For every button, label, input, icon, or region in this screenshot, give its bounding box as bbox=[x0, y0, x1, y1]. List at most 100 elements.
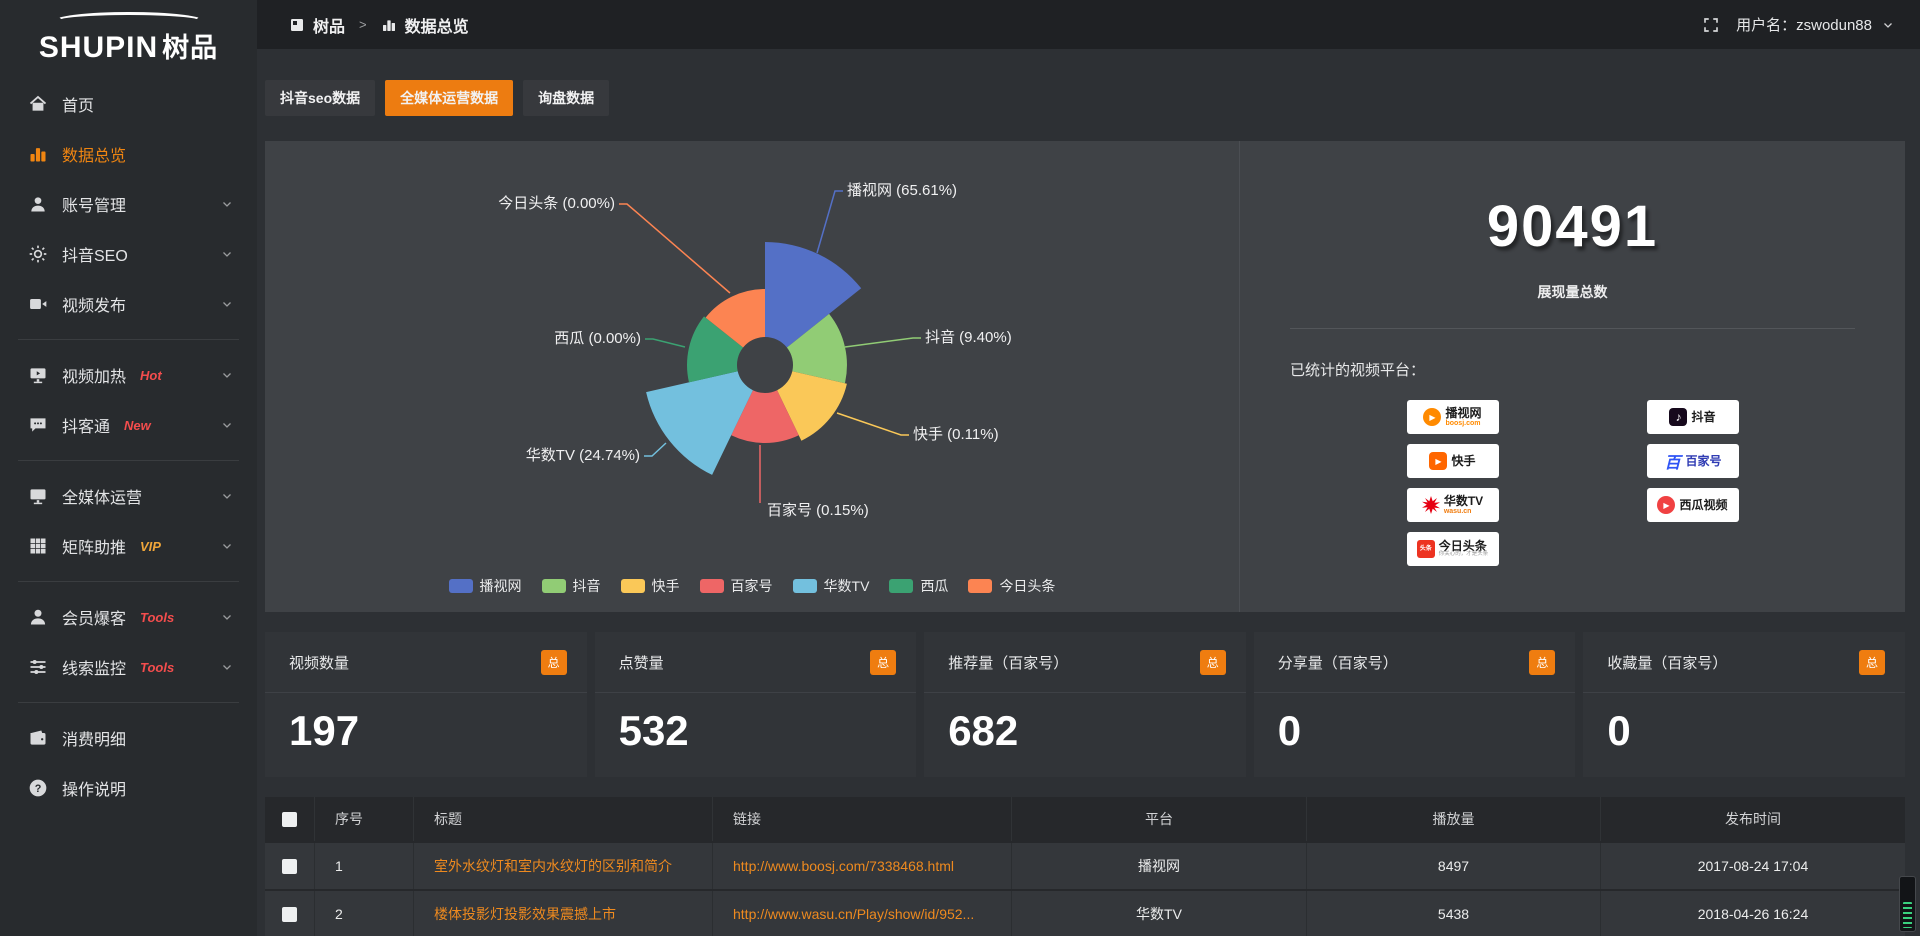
header-checkbox-cell bbox=[265, 797, 315, 841]
wallet-icon bbox=[28, 728, 48, 748]
total-badge: 总 bbox=[1199, 649, 1226, 675]
sidebar-divider bbox=[18, 460, 239, 461]
logo-text-cn: 树品 bbox=[162, 33, 219, 63]
sidebar-item-monitor[interactable]: 全媒体运营 bbox=[0, 471, 257, 521]
sidebar-item-home[interactable]: 首页 bbox=[0, 79, 257, 129]
column-header: 标题 bbox=[414, 797, 713, 841]
tab-2[interactable]: 询盘数据 bbox=[523, 80, 610, 116]
legend-item-1[interactable]: 抖音 bbox=[541, 576, 601, 596]
sidebar-item-label: 账号管理 bbox=[62, 198, 127, 215]
platform-badge-douyin: ♪ 抖音 bbox=[1646, 400, 1739, 434]
sidebar-item-label: 视频加热 bbox=[62, 369, 127, 386]
platform-subtext: boosj.com bbox=[1445, 419, 1481, 427]
platform-badge-text: 百家号 bbox=[1685, 455, 1721, 468]
sidebar-item-user-solid[interactable]: 会员爆客 Tools bbox=[0, 592, 257, 642]
scroll-indicator[interactable] bbox=[1899, 876, 1916, 932]
row-checkbox[interactable] bbox=[282, 906, 297, 922]
platform-badge-xigua: ▶ 西瓜视频 bbox=[1646, 488, 1739, 522]
column-header: 平台 bbox=[1012, 797, 1307, 841]
cell-url-link[interactable]: http://www.boosj.com/7338468.html bbox=[713, 843, 1012, 889]
sidebar-item-label: 数据总览 bbox=[62, 148, 127, 165]
chevron-down-icon bbox=[221, 198, 233, 210]
stat-card-4: 收藏量（百家号） 总 0 bbox=[1583, 632, 1905, 777]
xigua-logo-icon: ▶ bbox=[1657, 496, 1676, 514]
logo-text-en: SHUPIN bbox=[38, 31, 159, 64]
total-impressions-label: 展现量总数 bbox=[1537, 284, 1608, 300]
sidebar-item-bar-chart[interactable]: 数据总览 bbox=[0, 129, 257, 179]
sidebar-item-video[interactable]: 视频发布 bbox=[0, 279, 257, 329]
legend-label: 快手 bbox=[651, 578, 680, 594]
fullscreen-icon[interactable] bbox=[1702, 16, 1720, 34]
sidebar-item-gear[interactable]: 抖音SEO bbox=[0, 229, 257, 279]
cell-publish-time: 2018-04-26 16:24 bbox=[1697, 906, 1809, 922]
legend-label: 今日头条 bbox=[999, 578, 1056, 594]
pie-slice-5[interactable] bbox=[687, 316, 744, 383]
username[interactable]: 用户名：zswodun88 bbox=[1736, 17, 1872, 34]
pie-slice-6[interactable] bbox=[705, 289, 765, 348]
platform-badge-text: 抖音 bbox=[1691, 411, 1715, 424]
sidebar-divider bbox=[18, 339, 239, 340]
stat-card-1: 点赞量 总 532 bbox=[594, 632, 917, 777]
summary-divider bbox=[1290, 328, 1855, 329]
legend-item-6[interactable]: 今日头条 bbox=[968, 576, 1055, 596]
tab-1[interactable]: 全媒体运营数据 bbox=[385, 80, 514, 116]
sidebar-divider bbox=[18, 702, 239, 703]
legend-item-2[interactable]: 快手 bbox=[620, 576, 680, 596]
sidebar-item-label: 线索监控 bbox=[62, 661, 127, 678]
stat-card-value: 682 bbox=[948, 707, 1019, 754]
stat-card-value: 532 bbox=[618, 707, 689, 754]
sidebar-item-chat[interactable]: 抖客通 New bbox=[0, 400, 257, 450]
baijiahao-logo-icon: 百 bbox=[1664, 455, 1681, 472]
cell-title-link[interactable]: 楼体投影灯投影效果震撼上市 bbox=[414, 891, 713, 936]
legend-item-5[interactable]: 西瓜 bbox=[889, 576, 948, 596]
column-header: 序号 bbox=[315, 797, 414, 841]
cell-platform: 华数TV bbox=[1012, 891, 1307, 936]
sidebar-item-user[interactable]: 账号管理 bbox=[0, 179, 257, 229]
sidebar-item-grid[interactable]: 矩阵助推 VIP bbox=[0, 521, 257, 571]
chevron-down-icon bbox=[221, 661, 233, 673]
pie-slice-0[interactable] bbox=[765, 242, 862, 348]
sidebar-item-monitor-play[interactable]: 视频加热 Hot bbox=[0, 350, 257, 400]
sidebar-item-label: 抖音SEO bbox=[62, 248, 128, 265]
stat-card-title: 分享量（百家号） bbox=[1277, 654, 1398, 672]
legend-item-0[interactable]: 播视网 bbox=[448, 576, 522, 596]
stat-cards-row: 视频数量总 197 点赞量总 532 推荐量（百家号）总 682 分享量（百家号）总 0 收藏量… bbox=[265, 632, 1905, 777]
legend-swatch bbox=[448, 579, 473, 593]
sidebar-item-wallet[interactable]: 消费明细 bbox=[0, 713, 257, 763]
row-checkbox[interactable] bbox=[282, 858, 297, 874]
chevron-down-icon[interactable] bbox=[1882, 19, 1894, 31]
platform-badge-boosj: ▶ 播视网 boosj.com bbox=[1406, 400, 1499, 434]
legend-label: 华数TV bbox=[823, 578, 870, 594]
table-row-1: 2 楼体投影灯投影效果震撼上市 http://www.wasu.cn/Play/sh… bbox=[265, 889, 1905, 936]
platform-name: 西瓜视频 bbox=[1679, 497, 1728, 512]
user-icon bbox=[28, 194, 48, 214]
pie-label-line-2 bbox=[836, 412, 909, 436]
cell-title-link[interactable]: 室外水纹灯和室内水纹灯的区别和简介 bbox=[414, 843, 713, 889]
cell-url-link[interactable]: http://www.wasu.cn/Play/show/id/952... bbox=[713, 891, 1012, 936]
legend-item-4[interactable]: 华数TV bbox=[792, 576, 870, 596]
sidebar-item-question[interactable]: ? 操作说明 bbox=[0, 763, 257, 813]
platform-badge-text: 今日头条 你关心的，才是头条 bbox=[1439, 540, 1489, 558]
topbar-right: 用户名：zswodun88 bbox=[1702, 14, 1894, 35]
legend-item-3[interactable]: 百家号 bbox=[699, 576, 773, 596]
wasu-logo-icon bbox=[1421, 496, 1440, 514]
scroll-stripes bbox=[1903, 902, 1912, 928]
topbar: 树品 > 数据总览 用户名：zswodun88 bbox=[257, 0, 1920, 49]
rose-pie-chart: 播视网 (65.61%) 抖音 (9.40%) 快手 (0.11%) 百家号 (0.1… bbox=[498, 182, 1011, 519]
video-icon bbox=[28, 294, 48, 314]
pie-slice-4[interactable] bbox=[646, 371, 753, 475]
breadcrumb-root[interactable]: 树品 bbox=[313, 18, 346, 36]
sidebar-item-sliders[interactable]: 线索监控 Tools bbox=[0, 642, 257, 692]
user-solid-icon bbox=[28, 607, 48, 627]
platform-name: 今日头条 bbox=[1438, 538, 1487, 553]
stat-card-0: 视频数量 总 197 bbox=[265, 632, 587, 777]
pie-label-line-0 bbox=[816, 190, 843, 254]
toutiao-logo-icon: 头条 bbox=[1416, 540, 1435, 558]
table-header-row: 序号 标题 链接 平台 播放量 发布时间 bbox=[265, 797, 1905, 841]
select-all-checkbox[interactable] bbox=[282, 811, 297, 827]
platform-badge-text: 西瓜视频 bbox=[1679, 499, 1727, 512]
pie-slice-3[interactable] bbox=[731, 390, 799, 444]
tab-0[interactable]: 抖音seo数据 bbox=[265, 80, 376, 116]
pie-slice-1[interactable] bbox=[786, 313, 847, 384]
pie-slice-2[interactable] bbox=[777, 371, 847, 441]
